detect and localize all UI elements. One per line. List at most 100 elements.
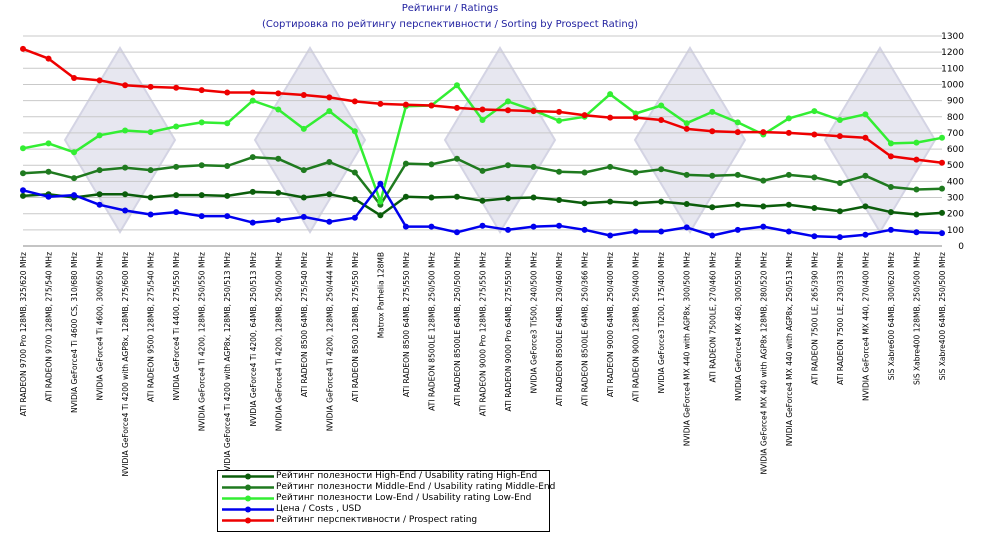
y-tick-label: 700 bbox=[947, 129, 964, 139]
data-point bbox=[581, 169, 588, 176]
data-point bbox=[811, 233, 818, 240]
series-group bbox=[20, 82, 945, 205]
x-tick-label: ATI RADEON 9000 Pro 128MB, 275/550 MHz bbox=[479, 252, 488, 416]
data-point bbox=[351, 169, 358, 176]
data-point bbox=[20, 145, 26, 152]
data-point bbox=[147, 194, 154, 201]
y-tick-label: 400 bbox=[947, 177, 964, 187]
x-tick-label: NVIDIA GeForce4 Ti 4200, 64MB, 250/513 M… bbox=[249, 252, 258, 427]
data-point bbox=[326, 218, 333, 225]
data-point bbox=[147, 83, 154, 90]
x-tick-label: ATI RADEON 7500 LE, 230/333 MHz bbox=[836, 252, 845, 385]
legend-label: Рейтинг полезности Low-End / Usability r… bbox=[276, 493, 532, 503]
x-tick-label: ATI RADEON 8500LE 128MB, 250/500 MHz bbox=[427, 252, 436, 411]
legend-label: Рейтинг полезности High-End / Usability … bbox=[276, 471, 538, 481]
data-point bbox=[326, 191, 333, 198]
data-point bbox=[275, 106, 282, 113]
data-point bbox=[122, 127, 129, 134]
data-point bbox=[20, 170, 26, 177]
data-point bbox=[428, 223, 435, 230]
x-tick-label: ATI RADEON 8500LE 64MB, 250/366 MHz bbox=[581, 252, 590, 406]
data-point bbox=[658, 198, 665, 205]
x-tick-label: ATI RADEON 8500LE 64MB, 250/500 MHz bbox=[453, 252, 462, 406]
data-point bbox=[351, 128, 358, 135]
data-point bbox=[913, 229, 920, 236]
x-tick-label: NVIDIA GeForce4 MX 440 with AGP8x, 300/5… bbox=[683, 252, 692, 446]
x-tick-label: ATI RADEON 9000 Pro 64MB, 275/550 MHz bbox=[504, 252, 513, 412]
x-tick-label: ATI RADEON 9700 128MB, 275/540 MHz bbox=[45, 252, 54, 402]
data-point bbox=[530, 163, 537, 170]
data-point bbox=[173, 192, 180, 199]
data-point bbox=[377, 180, 384, 187]
y-tick-label: 600 bbox=[947, 145, 964, 155]
data-point bbox=[939, 159, 945, 166]
data-point bbox=[913, 211, 920, 218]
data-point bbox=[300, 167, 307, 174]
data-point bbox=[939, 134, 945, 141]
data-point bbox=[249, 219, 256, 226]
data-point bbox=[785, 228, 792, 235]
data-point bbox=[709, 172, 716, 179]
data-point bbox=[275, 189, 282, 196]
data-point bbox=[658, 102, 665, 109]
data-point bbox=[939, 209, 945, 216]
data-point bbox=[479, 197, 486, 204]
data-point bbox=[173, 84, 180, 91]
data-point bbox=[428, 102, 435, 109]
data-point bbox=[887, 140, 894, 147]
data-point bbox=[20, 192, 26, 199]
data-point bbox=[683, 125, 690, 132]
data-point bbox=[836, 133, 843, 140]
data-point bbox=[249, 97, 256, 104]
data-point bbox=[402, 101, 409, 108]
data-point bbox=[556, 196, 563, 203]
data-point bbox=[428, 194, 435, 201]
data-point bbox=[351, 98, 358, 105]
data-point bbox=[913, 139, 920, 146]
x-tick-label: NVIDIA GeForce3 Ti500, 240/500 MHz bbox=[530, 252, 539, 393]
data-point bbox=[505, 195, 512, 202]
data-point bbox=[96, 77, 103, 84]
data-point bbox=[453, 82, 460, 89]
data-point bbox=[734, 119, 741, 126]
data-point bbox=[632, 228, 639, 235]
y-tick-label: 1000 bbox=[941, 80, 964, 90]
x-tick-label: NVIDIA GeForce4 MX 460, 300/550 MHz bbox=[734, 252, 743, 401]
data-point bbox=[709, 232, 716, 239]
y-tick-label: 200 bbox=[947, 210, 964, 220]
data-point bbox=[275, 90, 282, 97]
x-tick-label: ATI RADEON 9700 Pro 128MB, 325/620 MHz bbox=[19, 252, 28, 416]
data-point bbox=[836, 180, 843, 186]
legend-label: Рейтинг полезности Middle-End / Usabilit… bbox=[276, 482, 556, 492]
data-point bbox=[760, 177, 767, 184]
data-point bbox=[453, 229, 460, 236]
data-point bbox=[836, 234, 843, 241]
data-point bbox=[249, 89, 256, 96]
data-point bbox=[96, 167, 103, 174]
data-point bbox=[760, 203, 767, 210]
data-point bbox=[607, 232, 614, 239]
data-point bbox=[122, 82, 129, 89]
x-tick-label: NVIDIA GeForce4 Ti 4200, 128MB, 250/550 … bbox=[198, 252, 207, 431]
data-point bbox=[581, 112, 588, 119]
x-tick-label: ATI RADEON 7500LE, 270/460 MHz bbox=[708, 252, 717, 383]
data-point bbox=[224, 89, 231, 96]
data-point bbox=[198, 119, 205, 126]
data-point bbox=[734, 171, 741, 178]
data-point bbox=[734, 226, 741, 233]
x-tick-label: SiS Xabre400 64MB, 250/500 MHz bbox=[938, 252, 947, 380]
data-point bbox=[71, 192, 78, 199]
data-point bbox=[479, 222, 486, 229]
y-tick-label: 0 bbox=[958, 242, 964, 252]
x-tick-label: SiS Xabre400 128MB, 250/500 MHz bbox=[912, 252, 921, 385]
data-point bbox=[811, 131, 818, 138]
x-tick-label: ATI RADEON 8500 64MB, 275/540 MHz bbox=[300, 252, 309, 397]
data-point bbox=[300, 194, 307, 201]
data-point bbox=[632, 169, 639, 176]
data-point bbox=[45, 140, 52, 147]
series-group bbox=[20, 180, 945, 241]
legend-swatch bbox=[222, 473, 274, 480]
data-point bbox=[198, 87, 205, 94]
data-point bbox=[939, 230, 945, 237]
x-tick-label: NVIDIA GeForce4 Ti 4600, 300/650 MHz bbox=[96, 252, 105, 401]
